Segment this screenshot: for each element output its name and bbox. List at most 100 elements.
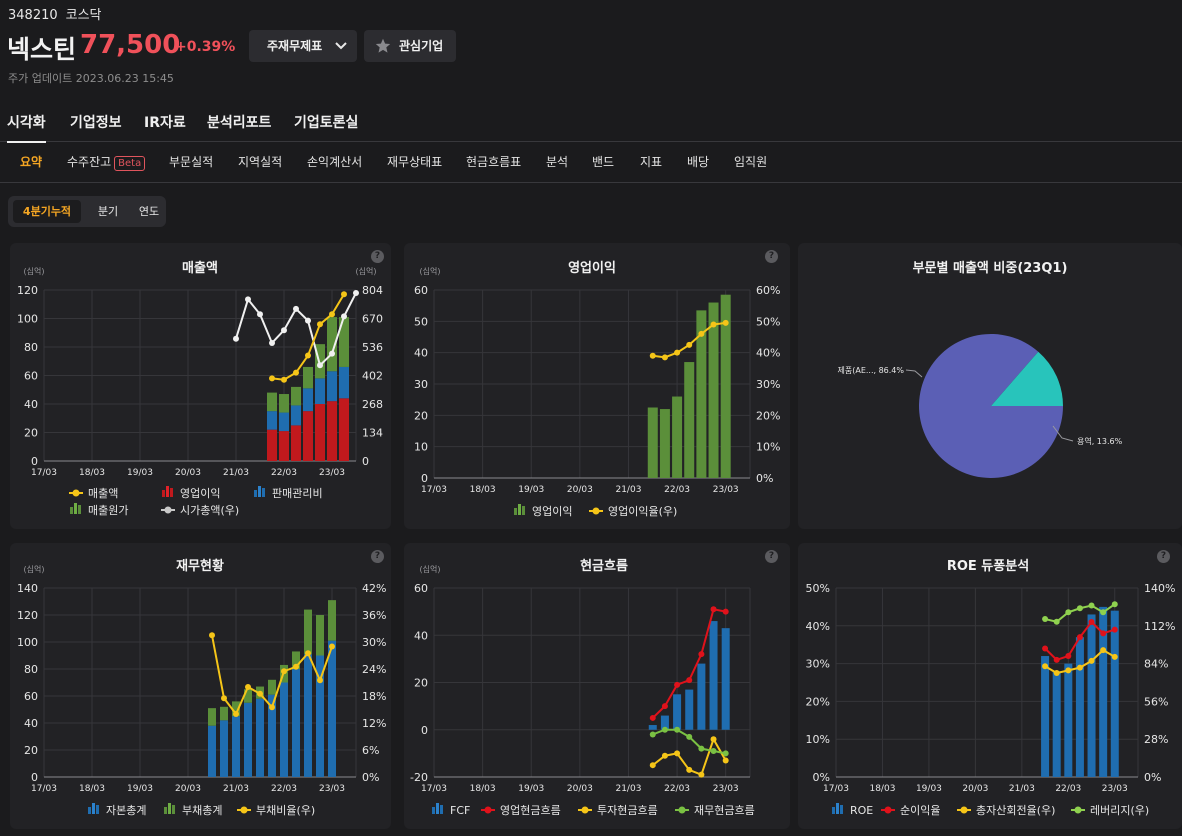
bar-liabilities: [244, 689, 252, 703]
x-tick-label: 19/03: [916, 784, 942, 794]
x-tick-label: 22/03: [664, 485, 690, 495]
y-right-tick-label: 36%: [362, 609, 386, 622]
y-right-tick-label: 56%: [1144, 695, 1168, 708]
leverage-point: [1100, 609, 1107, 616]
marketcap-point: [269, 339, 275, 346]
x-tick-label: 19/03: [127, 468, 153, 478]
bar-roe: [1110, 610, 1119, 777]
bar-fcf: [673, 694, 682, 730]
bar-operating_profit: [315, 404, 325, 461]
unit-label: (십억): [356, 266, 377, 276]
x-tick-label: 22/03: [271, 468, 297, 478]
marketcap-point: [305, 317, 311, 324]
bar-liabilities: [304, 609, 312, 655]
subtab-segment[interactable]: 부문실적: [169, 155, 214, 169]
legend-label: FCF: [450, 804, 470, 817]
asset-turnover-point: [1088, 657, 1095, 664]
bar-operating-profit: [696, 310, 707, 478]
help-icon[interactable]: ?: [371, 250, 384, 263]
watchlist-button[interactable]: 관심기업: [364, 30, 456, 62]
help-icon[interactable]: ?: [765, 250, 778, 263]
legend-swatch: [78, 505, 81, 514]
y-tick-label: 0: [31, 455, 38, 468]
bar-cogs: [339, 317, 349, 367]
bar-fcf: [648, 725, 657, 730]
y-tick-label: 120: [17, 609, 38, 622]
investing-cf-point: [649, 762, 656, 769]
y-tick-label: 20: [24, 744, 38, 757]
help-icon[interactable]: ?: [765, 550, 778, 563]
sales-point: [281, 376, 287, 383]
tab-visualization[interactable]: 시각화: [7, 112, 46, 143]
subtab-income[interactable]: 손익계산서: [307, 155, 363, 169]
period-year[interactable]: 연도: [138, 205, 160, 218]
op-margin-point: [649, 352, 656, 359]
price-update-time: 주가 업데이트 2023.06.23 15:45: [8, 72, 174, 85]
statement-select-button[interactable]: 주재무제표: [249, 30, 357, 62]
period-4q-cumulative[interactable]: 4분기누적: [13, 200, 81, 223]
operating-cf-point: [698, 651, 705, 658]
marketcap-point: [281, 327, 287, 334]
subtab-dividend[interactable]: 배당: [687, 155, 710, 169]
tab-ir[interactable]: IR자료: [144, 115, 186, 131]
x-tick-label: 21/03: [223, 784, 249, 794]
y-right-tick-label: 134: [362, 427, 383, 440]
debt-ratio-point: [269, 704, 275, 711]
y-tick-label: 30%: [806, 658, 830, 671]
subtab-backlog[interactable]: 수주잔고 Beta: [67, 153, 146, 171]
company-name: 넥스틴: [7, 35, 77, 64]
help-icon[interactable]: ?: [1157, 550, 1170, 563]
y-tick-label: 80: [24, 341, 38, 354]
help-icon[interactable]: ?: [371, 550, 384, 563]
pie-slice: [991, 351, 1063, 406]
x-tick-label: 18/03: [470, 485, 496, 495]
bar-roe: [1064, 663, 1073, 777]
subtab-executives[interactable]: 임직원: [734, 155, 768, 169]
subtab-analysis[interactable]: 분석: [546, 155, 569, 169]
legend-label: 투자현금흐름: [597, 804, 658, 817]
op-margin-point: [698, 330, 705, 337]
subtab-cashflow[interactable]: 현금흐름표: [466, 155, 522, 169]
unit-label: (십억): [420, 564, 441, 574]
bar-equity: [328, 640, 336, 777]
x-tick-label: 19/03: [127, 784, 153, 794]
operating-cf-point: [661, 703, 668, 710]
asset-turnover-point: [1053, 670, 1060, 677]
subtab-balance[interactable]: 재무상태표: [387, 155, 443, 169]
y-right-tick-label: 50%: [756, 315, 780, 328]
op-margin-point: [686, 341, 693, 348]
tab-reports[interactable]: 분석리포트: [207, 115, 272, 131]
price-change: +0.39%: [175, 39, 236, 55]
x-tick-label: 21/03: [615, 485, 641, 495]
bar-operating_profit: [291, 425, 301, 461]
leverage-point: [1053, 618, 1060, 625]
bar-operating_profit: [279, 431, 289, 461]
bar-equity: [304, 654, 312, 777]
investing-cf-point: [674, 750, 681, 757]
chart-title: 현금흐름: [580, 558, 628, 574]
subtab-summary[interactable]: 요약: [20, 155, 43, 169]
subtab-region[interactable]: 지역실적: [238, 155, 283, 169]
y-tick-label: 40: [414, 347, 428, 360]
operating-cf-point: [710, 606, 717, 613]
tab-forum[interactable]: 기업토론실: [294, 115, 359, 131]
marketcap-point: [341, 313, 347, 320]
tab-company-info[interactable]: 기업정보: [70, 115, 122, 131]
legend-label: 영업이익: [180, 487, 220, 500]
legend-swatch: [162, 490, 165, 497]
subtab-indicators[interactable]: 지표: [640, 155, 663, 169]
legend-label: 시가총액(우): [180, 504, 239, 517]
legend-label: 영업현금흐름: [500, 804, 561, 817]
y-tick-label: 0: [421, 724, 428, 737]
subtab-band[interactable]: 밴드: [592, 155, 615, 169]
net-margin-point: [1076, 634, 1083, 641]
x-tick-label: 17/03: [31, 784, 57, 794]
asset-turnover-point: [1065, 667, 1072, 674]
roe-dupont-chart-card: ? ROE 듀퐁분석 0% 10% 20% 30% 40% 50% 0% 28% 56% 84% 112…: [798, 543, 1182, 829]
bar-cogs: [279, 394, 289, 413]
bar-equity: [208, 725, 216, 777]
y-right-tick-label: 0%: [362, 771, 379, 784]
period-quarter[interactable]: 분기: [97, 205, 119, 218]
legend-swatch: [92, 803, 95, 814]
x-tick-label: 19/03: [518, 485, 544, 495]
